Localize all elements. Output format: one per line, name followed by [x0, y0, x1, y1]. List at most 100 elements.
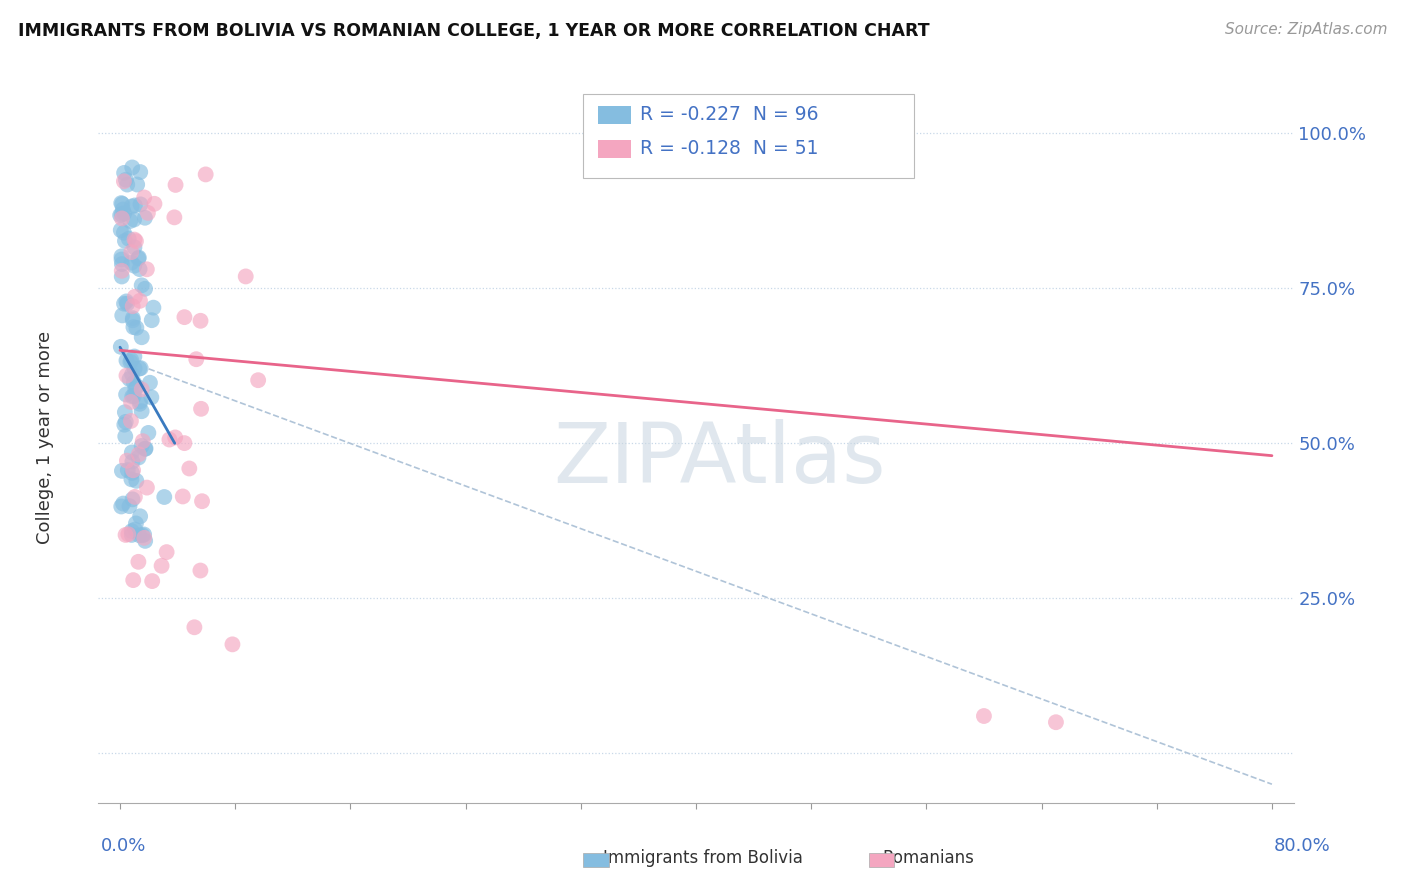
- Point: [121, 368, 143, 382]
- Point: [112, 417, 135, 432]
- Point: [110, 252, 132, 267]
- Point: [190, 564, 212, 578]
- Point: [125, 379, 148, 393]
- Point: [1045, 715, 1067, 730]
- Point: [112, 497, 135, 511]
- Point: [111, 464, 134, 478]
- Point: [120, 414, 142, 428]
- Point: [141, 390, 163, 404]
- Point: [131, 528, 153, 542]
- Point: [114, 415, 136, 429]
- Point: [127, 178, 149, 192]
- Point: [122, 320, 145, 334]
- Point: [120, 245, 142, 260]
- Point: [134, 190, 156, 204]
- Point: [114, 528, 136, 542]
- Point: [134, 531, 156, 545]
- Point: [111, 309, 134, 323]
- Point: [131, 439, 153, 453]
- Point: [159, 433, 181, 447]
- Point: [115, 368, 138, 383]
- Point: [118, 499, 141, 513]
- Point: [121, 528, 143, 542]
- Point: [183, 620, 205, 634]
- Point: [122, 389, 145, 403]
- Point: [172, 490, 194, 504]
- Point: [117, 178, 139, 192]
- Point: [143, 196, 166, 211]
- Point: [121, 161, 143, 175]
- Point: [121, 299, 143, 313]
- Point: [141, 313, 163, 327]
- Point: [122, 376, 145, 390]
- Point: [134, 211, 156, 225]
- Point: [127, 252, 149, 266]
- Point: [134, 442, 156, 456]
- Point: [136, 206, 159, 220]
- Point: [120, 255, 142, 269]
- Text: R = -0.128  N = 51: R = -0.128 N = 51: [640, 138, 818, 158]
- Point: [120, 472, 142, 486]
- Point: [124, 290, 146, 304]
- Point: [124, 259, 146, 273]
- Point: [131, 278, 153, 293]
- Point: [110, 223, 132, 237]
- Text: R = -0.227  N = 96: R = -0.227 N = 96: [640, 104, 818, 124]
- Point: [128, 262, 150, 277]
- Point: [135, 481, 157, 495]
- Point: [118, 372, 141, 386]
- Point: [135, 262, 157, 277]
- Point: [125, 516, 148, 531]
- Point: [121, 311, 143, 326]
- Point: [111, 269, 134, 284]
- Point: [121, 466, 143, 480]
- Point: [190, 314, 212, 328]
- Point: [120, 395, 142, 409]
- Point: [111, 264, 134, 278]
- Point: [134, 533, 156, 548]
- Point: [190, 401, 212, 416]
- Point: [141, 574, 163, 588]
- Point: [150, 558, 173, 573]
- Point: [115, 294, 138, 309]
- Point: [129, 361, 152, 376]
- Point: [112, 296, 135, 310]
- Point: [121, 445, 143, 459]
- Point: [221, 637, 243, 651]
- Point: [173, 310, 195, 325]
- Point: [112, 166, 135, 180]
- Point: [124, 240, 146, 254]
- Point: [129, 509, 152, 524]
- Text: 80.0%: 80.0%: [1274, 837, 1330, 855]
- Point: [128, 528, 150, 542]
- Point: [132, 527, 155, 541]
- Point: [127, 555, 149, 569]
- Point: [121, 524, 143, 538]
- Point: [118, 232, 141, 246]
- Point: [247, 373, 270, 387]
- Point: [111, 207, 134, 221]
- Point: [128, 450, 150, 465]
- Point: [124, 198, 146, 212]
- Point: [117, 463, 139, 477]
- Point: [115, 353, 138, 368]
- Point: [111, 197, 134, 211]
- Point: [115, 387, 138, 401]
- Text: Romanians: Romanians: [882, 849, 974, 867]
- Point: [124, 361, 146, 376]
- Point: [124, 350, 146, 364]
- Point: [112, 206, 135, 220]
- Point: [115, 296, 138, 310]
- Point: [122, 463, 145, 477]
- Point: [111, 257, 134, 271]
- Point: [125, 321, 148, 335]
- Point: [129, 197, 152, 211]
- Text: Source: ZipAtlas.com: Source: ZipAtlas.com: [1225, 22, 1388, 37]
- Point: [111, 202, 134, 217]
- Point: [110, 196, 132, 211]
- Point: [110, 500, 132, 514]
- Point: [125, 474, 148, 488]
- Text: 0.0%: 0.0%: [101, 837, 146, 855]
- Point: [135, 442, 157, 456]
- Point: [124, 490, 146, 504]
